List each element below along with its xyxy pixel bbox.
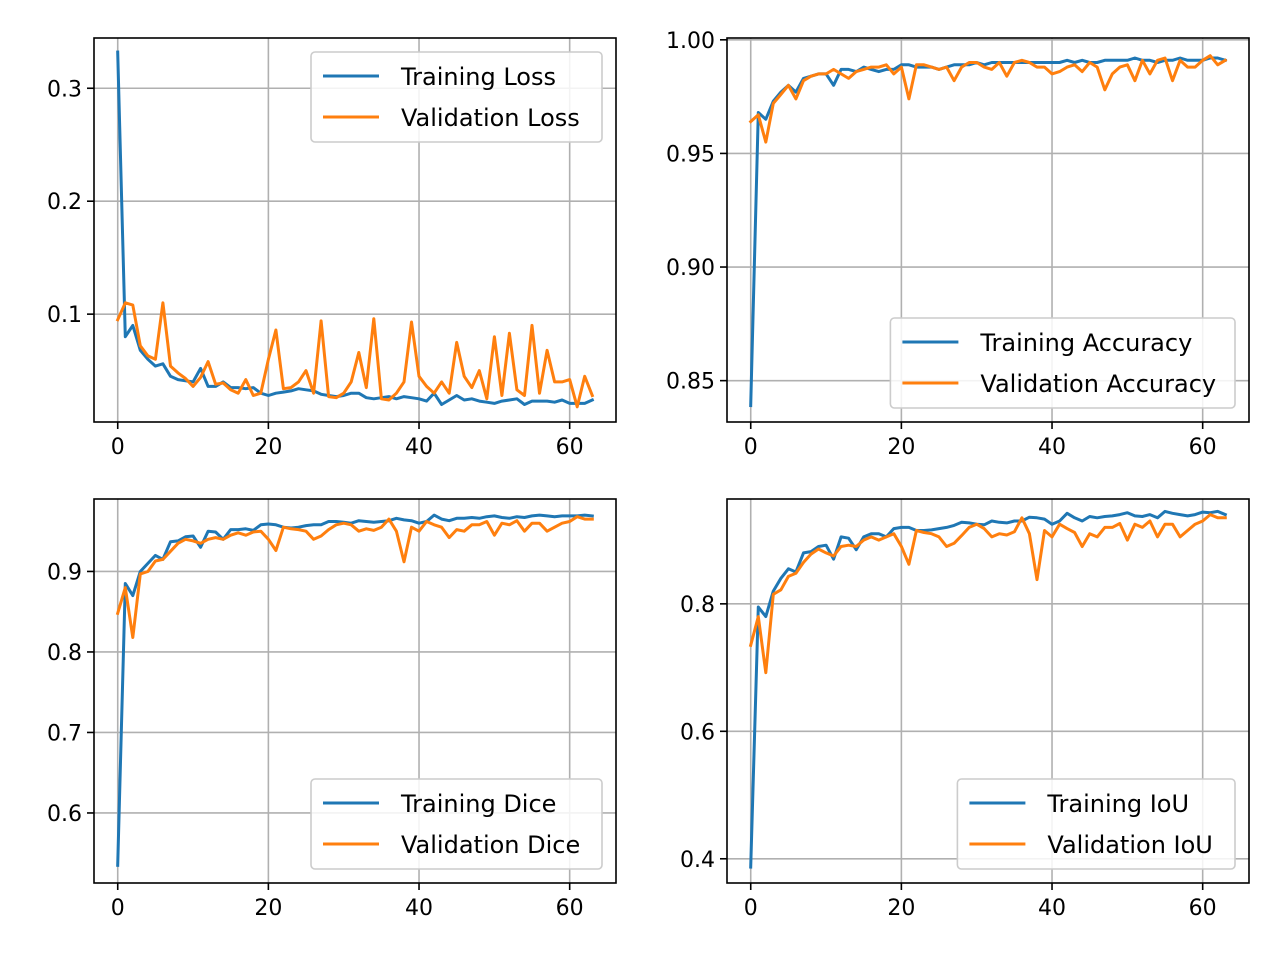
training-iou-line	[749, 509, 1228, 869]
axes-frame	[93, 498, 617, 884]
axes-frame	[726, 37, 1250, 423]
x-tick-label: 0	[111, 896, 125, 921]
y-tick-label: 0.6	[47, 802, 82, 827]
x-axis-ticks: 0 20 40 60	[111, 422, 584, 460]
y-axis-ticks: 0.1 0.2 0.3	[47, 77, 94, 328]
validation-iou-legend-label: Validation IoU	[1047, 831, 1212, 859]
y-tick-label: 0.4	[680, 848, 715, 873]
x-tick-label: 60	[1189, 896, 1217, 921]
x-tick-label: 20	[254, 896, 282, 921]
legend: Training Accuracy Validation Accuracy	[889, 317, 1236, 409]
training-iou-legend-label: Training IoU	[1046, 790, 1189, 818]
y-tick-label: 0.8	[680, 593, 715, 618]
y-tick-label: 0.9	[47, 560, 82, 585]
x-tick-label: 20	[887, 435, 915, 460]
series-lines	[115, 50, 595, 409]
legend-box	[310, 51, 603, 143]
x-tick-label: 60	[1189, 435, 1217, 460]
x-axis-ticks: 0 20 40 60	[111, 883, 584, 921]
legend: Training Loss Validation Loss	[310, 51, 603, 143]
validation-accuracy-line	[748, 54, 1228, 144]
x-tick-label: 40	[405, 435, 433, 460]
iou-chart: 0 20 40 60 0.4 0.6 0.8 Training IoU Validation I…	[680, 498, 1250, 921]
y-tick-label: 0.90	[666, 256, 715, 281]
validation-dice-line	[115, 515, 594, 639]
training-dice-legend-label: Training Dice	[400, 790, 556, 818]
y-tick-label: 0.8	[47, 641, 82, 666]
validation-accuracy-legend-label: Validation Accuracy	[980, 370, 1216, 398]
axes-frame	[726, 498, 1250, 884]
x-tick-label: 60	[556, 435, 584, 460]
x-tick-label: 0	[744, 896, 758, 921]
y-tick-label: 0.1	[47, 303, 82, 328]
legend-box	[310, 778, 603, 870]
y-tick-label: 0.6	[680, 720, 715, 745]
y-axis-ticks: 0.4 0.6 0.8	[680, 593, 727, 873]
y-tick-label: 0.3	[47, 77, 82, 102]
x-tick-label: 20	[887, 896, 915, 921]
x-axis-ticks: 0 20 40 60	[744, 422, 1217, 460]
y-tick-label: 0.85	[666, 370, 715, 395]
validation-loss-legend-label: Validation Loss	[401, 104, 580, 132]
training-accuracy-legend-label: Training Accuracy	[979, 329, 1192, 357]
validation-iou-line	[748, 513, 1227, 675]
x-axis-ticks: 0 20 40 60	[744, 883, 1217, 921]
x-tick-label: 60	[556, 896, 584, 921]
y-tick-label: 0.2	[47, 190, 82, 215]
validation-dice-legend-label: Validation Dice	[401, 831, 580, 859]
loss-chart: 0 20 40 60 0.1 0.2 0.3 Training Loss Validation …	[47, 37, 617, 460]
y-tick-label: 0.7	[47, 721, 82, 746]
y-tick-label: 1.00	[666, 29, 715, 54]
series-lines	[748, 54, 1228, 408]
x-tick-label: 0	[111, 435, 125, 460]
x-tick-label: 0	[744, 435, 758, 460]
accuracy-chart: 0 20 40 60 0.85 0.90 0.95 1.00 Training Accuracy…	[666, 29, 1250, 460]
x-tick-label: 40	[405, 896, 433, 921]
training-loss-legend-label: Training Loss	[400, 63, 556, 91]
training-accuracy-line	[749, 56, 1228, 408]
y-tick-label: 0.95	[666, 142, 715, 167]
y-axis-ticks: 0.6 0.7 0.8 0.9	[47, 560, 94, 827]
legend: Training IoU Validation IoU	[956, 778, 1236, 870]
x-tick-label: 40	[1038, 435, 1066, 460]
dice-chart: 0 20 40 60 0.6 0.7 0.8 0.9 Training Dice Validati…	[47, 498, 617, 921]
legend-box	[889, 317, 1236, 409]
validation-loss-line	[115, 301, 595, 409]
training-loss-line	[116, 50, 595, 406]
series-lines	[748, 509, 1228, 869]
x-tick-label: 40	[1038, 896, 1066, 921]
x-tick-label: 20	[254, 435, 282, 460]
axes-frame	[93, 37, 617, 423]
y-axis-ticks: 0.85 0.90 0.95 1.00	[666, 29, 727, 395]
series-lines	[115, 513, 594, 867]
legend-box	[956, 778, 1236, 870]
legend: Training Dice Validation Dice	[310, 778, 603, 870]
